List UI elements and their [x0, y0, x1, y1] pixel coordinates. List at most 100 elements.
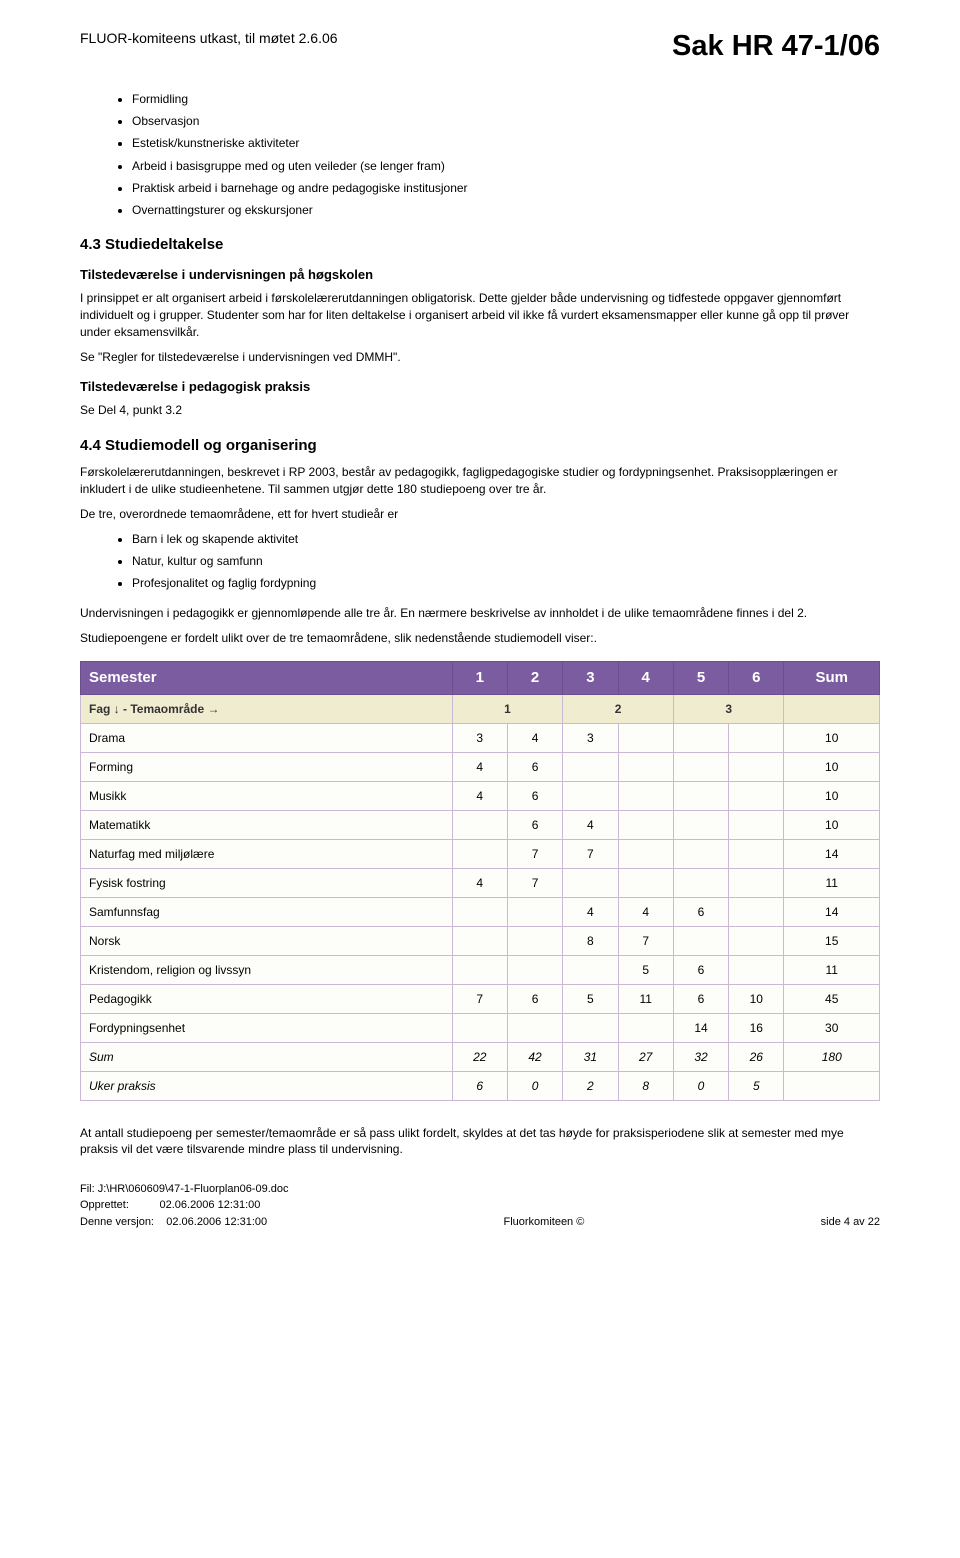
cell: 4 [563, 897, 618, 926]
cell [729, 839, 784, 868]
cell: 4 [452, 781, 507, 810]
cell: 4 [563, 810, 618, 839]
cell [729, 723, 784, 752]
subsection-tilstede-hogskolen: Tilstedeværelse i undervisningen på høgs… [80, 267, 880, 282]
cell: 6 [673, 897, 728, 926]
cell-sum: 45 [784, 984, 880, 1013]
cell: 6 [507, 752, 562, 781]
cell: 2 [563, 1071, 618, 1100]
paragraph: I prinsippet er alt organisert arbeid i … [80, 290, 880, 340]
cell [563, 868, 618, 897]
cell: 0 [507, 1071, 562, 1100]
cell: 7 [563, 839, 618, 868]
sem-col: 2 [507, 661, 562, 694]
cell-sum: 14 [784, 839, 880, 868]
cell [507, 926, 562, 955]
list-item: Estetisk/kunstneriske aktiviteter [132, 135, 880, 151]
cell-sum: 14 [784, 897, 880, 926]
cell: 26 [729, 1042, 784, 1071]
paragraph: De tre, overordnede temaområdene, ett fo… [80, 506, 880, 523]
row-name: Matematikk [81, 810, 453, 839]
cell-sum: 10 [784, 781, 880, 810]
cell: 6 [507, 781, 562, 810]
cell [729, 868, 784, 897]
list-item: Arbeid i basisgruppe med og uten veilede… [132, 158, 880, 174]
cell: 7 [452, 984, 507, 1013]
cell [507, 955, 562, 984]
cell: 0 [673, 1071, 728, 1100]
list-item: Observasjon [132, 113, 880, 129]
cell-sum: 180 [784, 1042, 880, 1071]
table-row-uker: Uker praksis602805 [81, 1071, 880, 1100]
table-row: Norsk8715 [81, 926, 880, 955]
cell: 11 [618, 984, 673, 1013]
cell-sum: 10 [784, 723, 880, 752]
cell: 22 [452, 1042, 507, 1071]
table-row: Matematikk6410 [81, 810, 880, 839]
cell [507, 897, 562, 926]
cell: 3 [563, 723, 618, 752]
cell [618, 752, 673, 781]
cell [563, 1013, 618, 1042]
cell: 6 [673, 955, 728, 984]
row-name: Fysisk fostring [81, 868, 453, 897]
tema-sum-blank [784, 694, 880, 723]
cell: 5 [618, 955, 673, 984]
page: FLUOR-komiteens utkast, til møtet 2.6.06… [40, 0, 920, 1250]
cell: 4 [618, 897, 673, 926]
cell [729, 752, 784, 781]
footer-page: side 4 av 22 [821, 1215, 880, 1230]
cell [673, 810, 728, 839]
row-name: Musikk [81, 781, 453, 810]
cell [563, 955, 618, 984]
list-item: Profesjonalitet og faglig fordypning [132, 575, 880, 591]
cell-sum [784, 1071, 880, 1100]
cell [618, 781, 673, 810]
row-name: Fordypningsenhet [81, 1013, 453, 1042]
cell-sum: 30 [784, 1013, 880, 1042]
row-name: Forming [81, 752, 453, 781]
cell: 10 [729, 984, 784, 1013]
cell [673, 781, 728, 810]
sem-col: 5 [673, 661, 728, 694]
row-name: Kristendom, religion og livssyn [81, 955, 453, 984]
table-row: Kristendom, religion og livssyn5611 [81, 955, 880, 984]
cell [452, 839, 507, 868]
cell: 5 [563, 984, 618, 1013]
cell: 8 [563, 926, 618, 955]
cell [452, 810, 507, 839]
footer-file: Fil: J:\HR\060609\47-1-Fluorplan06-09.do… [80, 1182, 880, 1197]
footer-version: Denne versjon: 02.06.2006 12:31:00 [80, 1215, 267, 1230]
paragraph: Se Del 4, punkt 3.2 [80, 402, 880, 419]
fag-label: Fag ↓ - Temaområde → [81, 694, 453, 723]
section-4-3-title: 4.3 Studiedeltakelse [80, 236, 880, 253]
closing-paragraph: At antall studiepoeng per semester/temao… [80, 1125, 880, 1159]
cell [673, 752, 728, 781]
table-header-semester: Semester 1 2 3 4 5 6 Sum [81, 661, 880, 694]
row-name: Norsk [81, 926, 453, 955]
doc-footer: Fil: J:\HR\060609\47-1-Fluorplan06-09.do… [80, 1182, 880, 1230]
cell [673, 839, 728, 868]
cell [673, 723, 728, 752]
sum-col: Sum [784, 661, 880, 694]
cell: 6 [507, 984, 562, 1013]
row-name: Pedagogikk [81, 984, 453, 1013]
cell [618, 868, 673, 897]
cell-sum: 10 [784, 810, 880, 839]
list-item: Barn i lek og skapende aktivitet [132, 531, 880, 547]
table-row: Samfunnsfag44614 [81, 897, 880, 926]
footer-bottom-row: Denne versjon: 02.06.2006 12:31:00 Fluor… [80, 1215, 880, 1230]
sem-col: 6 [729, 661, 784, 694]
paragraph: Studiepoengene er fordelt ulikt over de … [80, 630, 880, 647]
list-item: Formidling [132, 91, 880, 107]
top-bullet-list: Formidling Observasjon Estetisk/kunstner… [80, 91, 880, 218]
table-row: Forming4610 [81, 752, 880, 781]
cell [618, 839, 673, 868]
section-4-4-title: 4.4 Studiemodell og organisering [80, 437, 880, 454]
studiemodell-table: Semester 1 2 3 4 5 6 Sum Fag ↓ - Temaomr… [80, 661, 880, 1101]
table-row-sum: Sum224231273226180 [81, 1042, 880, 1071]
header-right: Sak HR 47-1/06 [672, 30, 880, 63]
cell [452, 897, 507, 926]
cell [729, 897, 784, 926]
cell [673, 926, 728, 955]
